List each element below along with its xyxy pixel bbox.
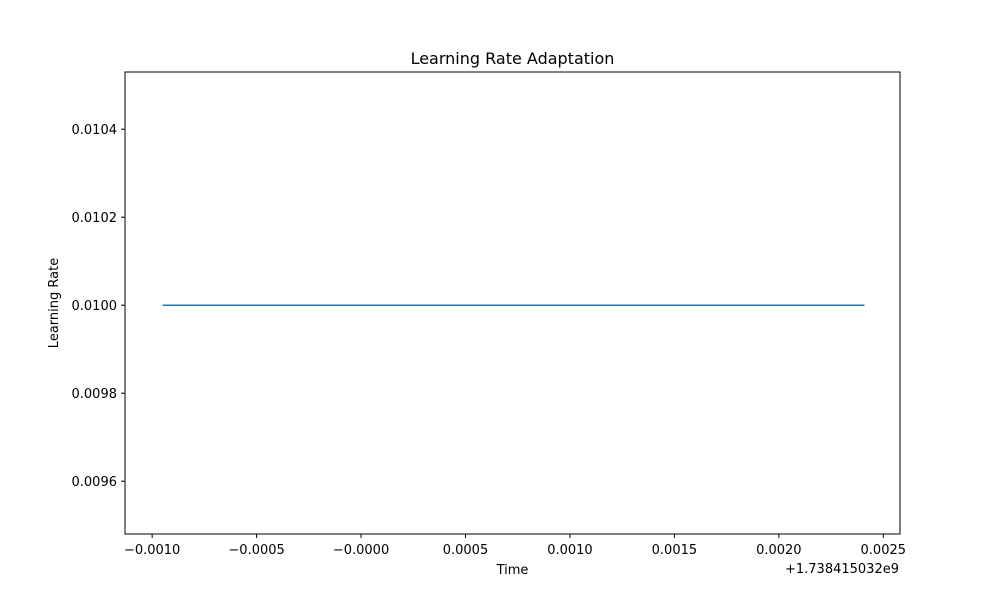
x-tick-label: 0.0025 <box>861 543 907 558</box>
x-tick-label: −0.0000 <box>333 543 389 558</box>
x-tick-label: 0.0005 <box>443 543 489 558</box>
plot-area <box>124 71 901 535</box>
x-tick-label: 0.0015 <box>652 543 698 558</box>
y-tick-label: 0.0104 <box>72 123 118 138</box>
x-axis-offset-label: +1.738415032e9 <box>785 562 899 577</box>
y-axis-ticks: 0.0096 0.0098 0.0100 0.0102 0.0104 <box>72 123 125 490</box>
x-tick-label: −0.0010 <box>124 543 180 558</box>
y-tick-label: 0.0100 <box>72 299 118 314</box>
y-tick-label: 0.0098 <box>72 387 118 402</box>
x-tick-label: −0.0005 <box>228 543 284 558</box>
y-tick-label: 0.0102 <box>72 211 118 226</box>
x-tick-label: 0.0010 <box>547 543 593 558</box>
y-tick-label: 0.0096 <box>72 475 118 490</box>
x-tick-label: 0.0020 <box>756 543 802 558</box>
x-axis-label: Time <box>496 563 529 578</box>
chart-title: Learning Rate Adaptation <box>411 49 615 68</box>
y-axis-label: Learning Rate <box>47 258 62 348</box>
x-axis-ticks: −0.0010 −0.0005 −0.0000 0.0005 0.0010 0.0015 0… <box>124 534 906 558</box>
